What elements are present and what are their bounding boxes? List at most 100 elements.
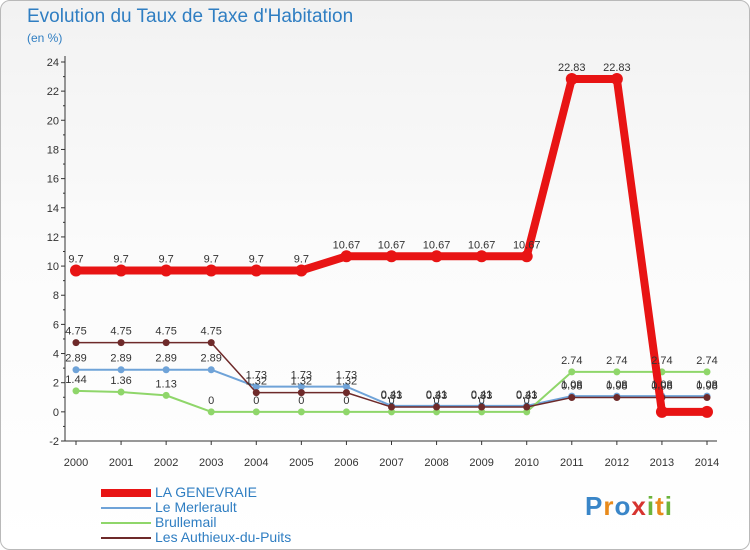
x-tick-label: 2001 <box>109 457 133 469</box>
data-label: 4.75 <box>155 326 176 338</box>
data-label: 2.74 <box>561 355 582 367</box>
data-label: 22.83 <box>558 62 586 74</box>
legend-item-le-merlerault: Le Merlerault <box>101 500 361 515</box>
data-label: 0 <box>388 395 394 407</box>
data-label: 0 <box>298 395 304 407</box>
data-label: 10.67 <box>333 239 361 251</box>
data-label: 1.73 <box>246 370 267 382</box>
data-point <box>250 264 263 277</box>
y-tick-label: 8 <box>53 290 59 302</box>
y-tick-label: 10 <box>47 261 59 273</box>
y-tick-label: 22 <box>47 86 59 98</box>
logo-letter: i <box>646 491 656 521</box>
y-tick-label: 4 <box>53 349 59 361</box>
data-label: 0.98 <box>696 381 717 393</box>
data-point <box>520 250 533 263</box>
data-point <box>72 387 80 395</box>
data-point <box>115 264 128 277</box>
data-point <box>613 368 621 376</box>
data-label: 0.41 <box>381 389 402 401</box>
y-tick-label: 14 <box>47 203 59 215</box>
data-point <box>342 383 350 391</box>
legend-swatch <box>101 507 151 509</box>
x-tick-label: 2000 <box>64 457 88 469</box>
legend-swatch <box>101 489 151 497</box>
x-tick-label: 2013 <box>650 457 674 469</box>
data-point <box>207 339 215 347</box>
data-label: 10.67 <box>513 239 541 251</box>
data-point <box>297 383 305 391</box>
data-label: 9.7 <box>158 253 173 265</box>
data-label: 2.89 <box>110 353 131 365</box>
data-label: 2.74 <box>696 355 717 367</box>
data-label: 0 <box>524 395 530 407</box>
logo-letter: t <box>655 491 665 521</box>
data-point <box>703 368 711 376</box>
x-tick-label: 2005 <box>289 457 313 469</box>
x-tick-label: 2006 <box>334 457 358 469</box>
data-label: 1.13 <box>155 378 176 390</box>
logo-letter: r <box>603 491 615 521</box>
y-tick-label: 6 <box>53 319 59 331</box>
data-point <box>117 388 125 396</box>
data-label: 1.36 <box>110 375 131 387</box>
data-point <box>205 264 218 277</box>
data-label: 1.08 <box>606 379 627 391</box>
data-point <box>207 366 215 374</box>
data-label: 22.83 <box>603 62 631 74</box>
data-point <box>342 389 350 397</box>
data-label: 0.33 <box>381 390 402 402</box>
data-label: 9.7 <box>249 253 264 265</box>
legend-label: LA GENEVRAIE <box>155 484 257 500</box>
data-label: 0.98 <box>561 381 582 393</box>
data-label: 1.32 <box>336 376 357 388</box>
data-point <box>478 403 486 411</box>
data-label: 0.98 <box>651 381 672 393</box>
data-point <box>523 403 531 411</box>
data-label: 0.33 <box>426 390 447 402</box>
legend-label: Les Authieux-du-Puits <box>155 529 292 545</box>
data-label: 10.67 <box>378 239 406 251</box>
y-tick-label: 2 <box>53 378 59 390</box>
data-label: 1.73 <box>336 370 357 382</box>
data-label: 0.33 <box>471 390 492 402</box>
data-label: 0.41 <box>426 389 447 401</box>
legend-item-la-genevraie: LA GENEVRAIE <box>101 485 361 500</box>
data-label: 4.75 <box>201 326 222 338</box>
x-tick-label: 2012 <box>605 457 629 469</box>
data-point <box>565 73 578 86</box>
data-point <box>703 394 711 402</box>
data-point <box>388 408 395 416</box>
data-label: 2.74 <box>606 355 627 367</box>
y-tick-label: 16 <box>47 174 59 186</box>
data-point <box>385 250 398 263</box>
data-label: 1.73 <box>291 370 312 382</box>
data-point <box>162 339 170 347</box>
chart-subtitle: (en %) <box>27 31 63 45</box>
data-label: 0 <box>434 395 440 407</box>
data-label: 0 <box>343 395 349 407</box>
data-point <box>252 389 260 397</box>
chart-title: Evolution du Taux de Taxe d'Habitation <box>27 6 354 27</box>
data-point <box>523 408 531 416</box>
legend: LA GENEVRAIE Le Merlerault Brullemail Le… <box>101 485 361 545</box>
data-label: 9.7 <box>113 253 128 265</box>
data-label: 0 <box>208 395 214 407</box>
data-label: 1.08 <box>651 379 672 391</box>
data-point <box>475 250 488 263</box>
data-label: 2.89 <box>201 353 222 365</box>
data-point <box>117 339 125 347</box>
data-label: 9.7 <box>68 253 83 265</box>
data-label: 0.41 <box>516 389 537 401</box>
data-point <box>433 403 441 411</box>
data-point <box>297 389 305 397</box>
data-point <box>568 368 576 376</box>
data-point <box>342 408 350 416</box>
data-point <box>252 383 260 391</box>
data-label: 10.67 <box>468 239 496 251</box>
y-tick-label: 12 <box>47 232 59 244</box>
data-point <box>478 408 486 416</box>
y-tick-label: 20 <box>47 115 59 127</box>
data-point <box>613 394 621 402</box>
